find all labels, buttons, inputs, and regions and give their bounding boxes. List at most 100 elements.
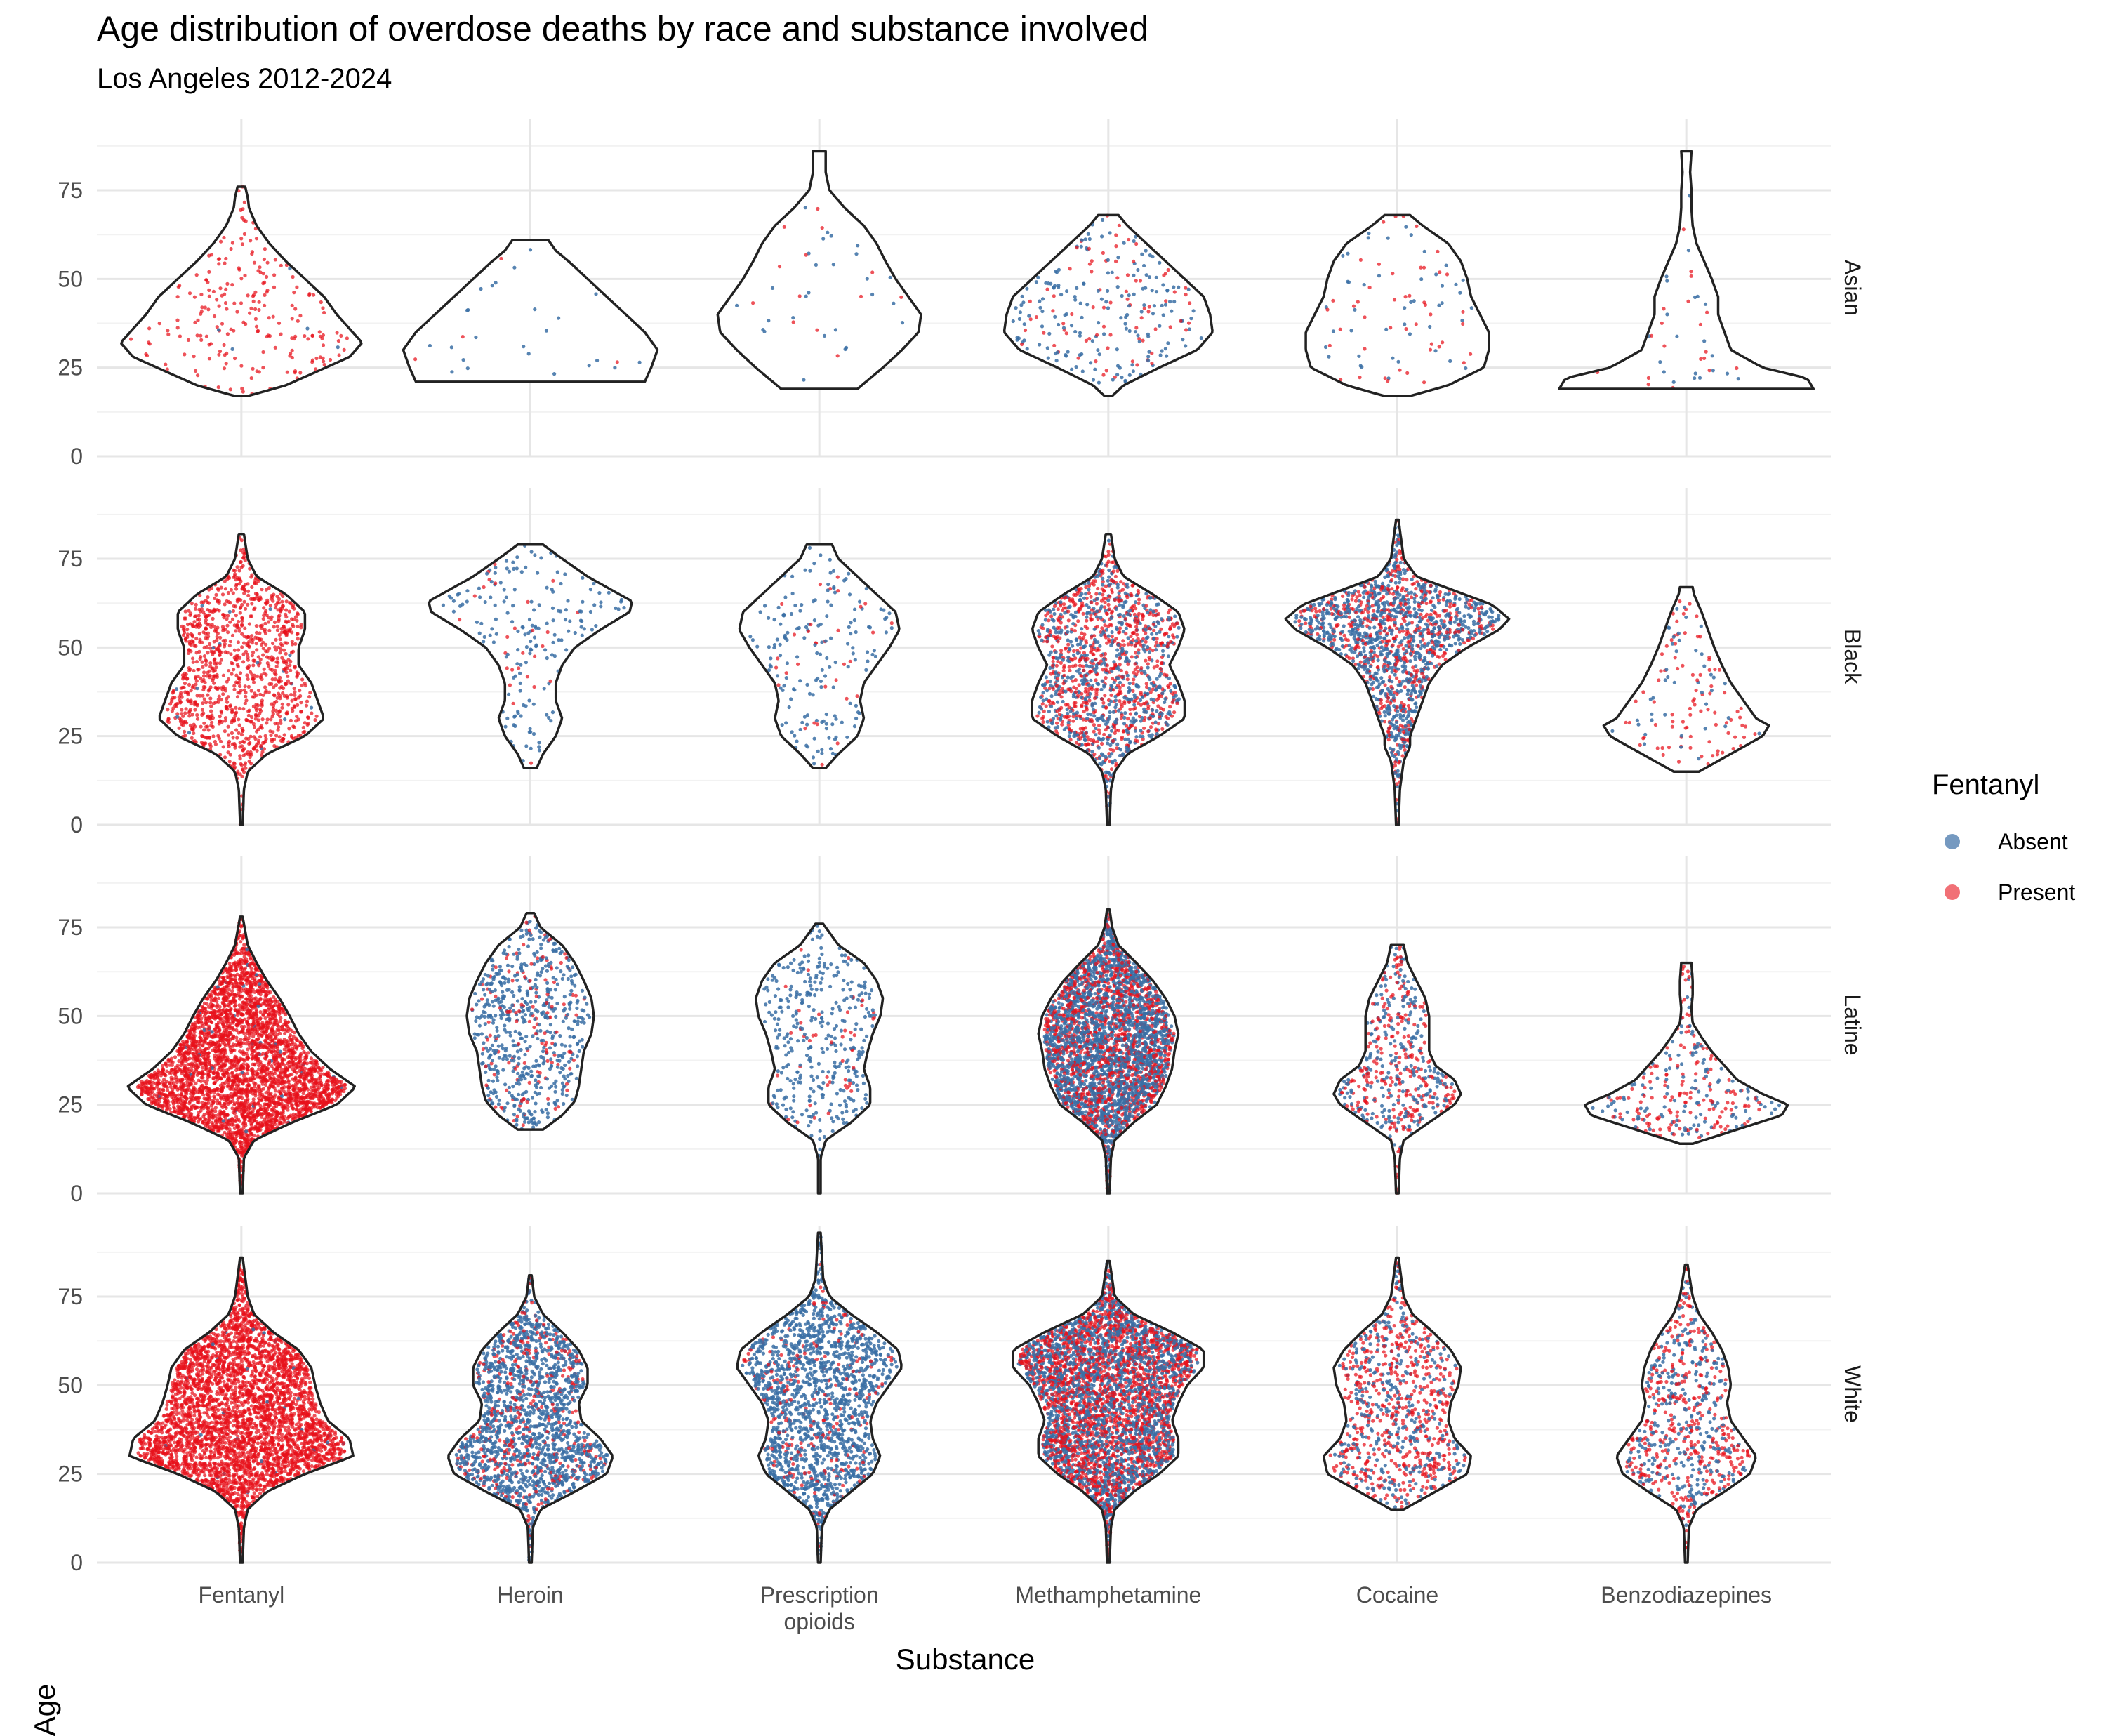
data-point (1694, 371, 1697, 375)
data-point (1401, 754, 1405, 757)
data-point (282, 625, 286, 628)
data-point (1073, 295, 1077, 298)
data-point (1096, 597, 1099, 601)
data-point (492, 640, 496, 644)
data-point (1356, 300, 1360, 303)
data-point (1091, 652, 1094, 656)
data-point (1106, 625, 1110, 628)
data-point (1082, 636, 1085, 640)
data-point (233, 572, 237, 576)
data-point (1476, 622, 1480, 625)
data-point (1367, 232, 1370, 235)
data-point (1398, 581, 1401, 584)
data-point (1396, 360, 1400, 364)
data-point (226, 630, 230, 634)
data-point (227, 600, 230, 604)
data-point (781, 723, 784, 727)
data-point (1424, 602, 1428, 605)
data-point (233, 569, 237, 572)
data-point (1359, 653, 1363, 656)
data-point (795, 627, 799, 630)
data-point (1398, 683, 1402, 687)
data-point (1480, 627, 1483, 630)
data-point (474, 336, 477, 339)
data-point (1118, 603, 1121, 607)
data-point (1106, 741, 1109, 745)
data-point (1419, 613, 1422, 616)
data-point (194, 644, 197, 648)
data-point (244, 607, 247, 611)
data-point (251, 651, 255, 654)
data-point (204, 636, 207, 640)
data-point (849, 621, 853, 624)
data-point (232, 688, 236, 691)
data-point (233, 649, 237, 652)
data-point (253, 636, 257, 640)
data-point (1150, 698, 1153, 701)
data-point (590, 628, 594, 631)
data-point (1084, 585, 1087, 589)
data-point (1092, 730, 1096, 734)
data-point (234, 604, 237, 608)
data-point (1377, 623, 1381, 626)
data-point (512, 702, 515, 705)
data-point (1116, 285, 1120, 289)
data-point (1172, 635, 1176, 639)
data-point (1139, 698, 1142, 702)
data-point (1122, 643, 1126, 647)
data-point (1088, 611, 1092, 614)
data-point (232, 668, 235, 671)
data-point (200, 305, 204, 309)
data-point (1071, 680, 1075, 683)
data-point (1114, 575, 1118, 578)
data-point (211, 666, 215, 670)
data-point (836, 629, 840, 632)
data-point (1162, 274, 1165, 277)
data-point (1094, 733, 1097, 736)
data-point (1393, 597, 1397, 601)
data-point (212, 608, 216, 611)
data-point (1095, 333, 1099, 337)
data-point (1167, 268, 1170, 272)
data-point (291, 724, 295, 728)
data-point (195, 660, 199, 663)
data-point (1335, 623, 1338, 627)
data-point (1361, 610, 1365, 614)
data-point (1152, 623, 1155, 626)
data-point (1064, 596, 1068, 599)
data-point (1070, 628, 1073, 631)
data-point (1144, 604, 1148, 608)
data-point (1184, 328, 1188, 331)
data-point (1099, 616, 1102, 619)
data-point (339, 334, 343, 338)
data-point (183, 682, 187, 685)
data-point (1386, 700, 1389, 703)
data-point (1354, 599, 1358, 603)
data-point (260, 750, 264, 754)
data-point (1164, 303, 1167, 307)
data-point (178, 284, 181, 287)
data-point (1047, 710, 1051, 713)
data-point (196, 717, 199, 721)
data-point (1390, 587, 1393, 590)
data-point (863, 602, 867, 605)
data-point (1121, 605, 1125, 609)
data-point (184, 616, 187, 620)
data-point (238, 723, 241, 727)
data-point (804, 625, 808, 629)
data-point (1455, 633, 1458, 637)
data-point (1061, 658, 1065, 662)
data-point (235, 736, 239, 740)
data-point (1102, 733, 1106, 736)
data-point (274, 606, 277, 609)
data-point (456, 593, 460, 597)
data-point (1150, 632, 1153, 636)
data-point (1107, 560, 1111, 564)
data-point (296, 319, 300, 323)
data-point (1106, 725, 1109, 729)
data-point (1125, 583, 1129, 586)
data-point (263, 622, 267, 625)
data-point (1055, 684, 1059, 688)
data-point (247, 742, 251, 746)
data-point (1052, 612, 1056, 616)
